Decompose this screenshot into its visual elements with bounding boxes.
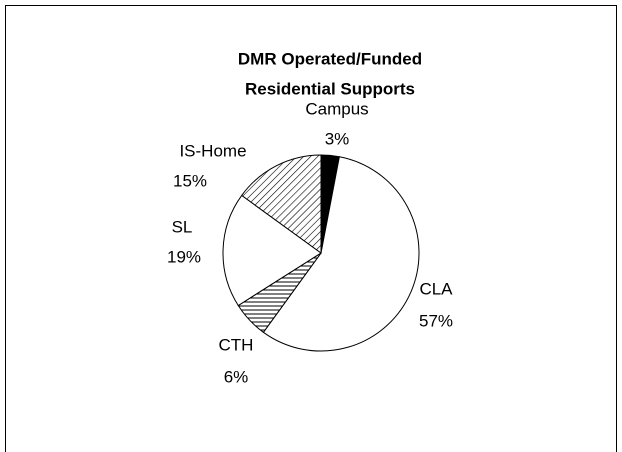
chart-subtitle: Residential Supports bbox=[245, 79, 415, 98]
pie-slice bbox=[222, 194, 322, 307]
slice-label: SL bbox=[172, 217, 193, 236]
slice-value-label: 3% bbox=[325, 129, 350, 148]
pie-slice bbox=[262, 156, 420, 352]
slice-value-label: 57% bbox=[419, 311, 453, 330]
slice-value-label: 19% bbox=[167, 247, 201, 266]
slice-value-label: 6% bbox=[224, 367, 249, 386]
chart-title: DMR Operated/Funded bbox=[238, 49, 422, 68]
pie-slice bbox=[241, 154, 322, 254]
chart-frame bbox=[5, 5, 617, 452]
slice-label: IS-Home bbox=[179, 141, 246, 160]
slice-label: Campus bbox=[305, 99, 368, 118]
slice-value-label: 15% bbox=[173, 171, 207, 190]
slice-label: CTH bbox=[219, 335, 254, 354]
slice-label: CLA bbox=[419, 279, 453, 298]
